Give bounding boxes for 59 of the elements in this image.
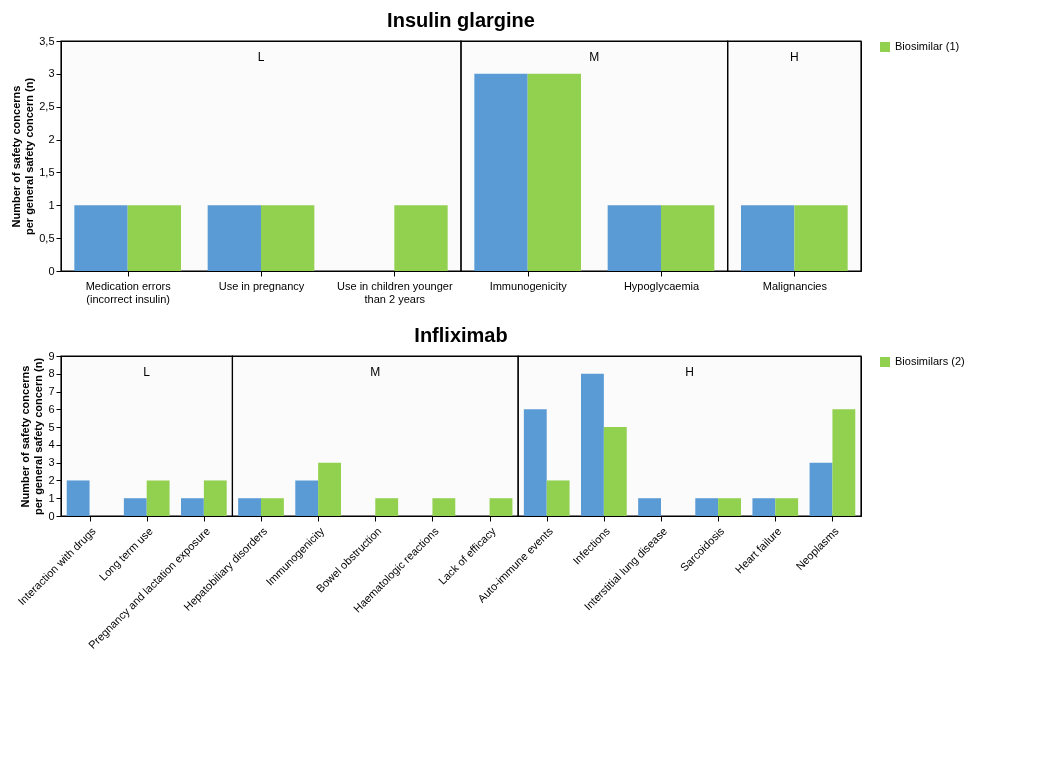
bar: [832, 409, 856, 516]
y-tick-label: 8: [48, 367, 55, 380]
y-tick-label: 0,5: [39, 231, 55, 244]
y-tick-label: 1: [48, 198, 55, 211]
y-tick-label: 2,5: [39, 100, 55, 113]
y-tick-label: 4: [48, 438, 55, 451]
bar: [603, 427, 627, 516]
bar: [66, 480, 90, 516]
bar: [318, 462, 341, 516]
y-tick-label: 7: [48, 385, 55, 398]
band-label: L: [257, 50, 265, 64]
y-tick-label: 9: [48, 349, 55, 362]
bar: [123, 498, 147, 516]
y-tick-label: 3: [48, 67, 55, 80]
x-tick-label: Use in pregnancy: [218, 279, 305, 292]
bar: [295, 480, 319, 516]
y-axis-title: Number of safety concerns per general safety concern (n): [10, 77, 36, 236]
y-tick-label: 3: [48, 456, 55, 469]
chart-title: Insulin glargine: [387, 9, 535, 31]
y-tick-label: 5: [48, 420, 55, 433]
bar: [695, 498, 719, 516]
x-tick-label: Use in children younger than 2 years: [337, 279, 453, 305]
x-tick-label: Medication errors (incorrect insulin): [85, 279, 172, 305]
bar: [523, 409, 547, 516]
bar: [261, 498, 284, 516]
bar: [432, 498, 456, 516]
band-label: L: [143, 365, 151, 379]
y-tick-label: 2: [48, 473, 55, 486]
y-tick-label: 0: [48, 264, 55, 277]
bar: [181, 498, 204, 516]
band-label: M: [370, 365, 381, 379]
band-label: M: [589, 50, 600, 64]
band-label: H: [790, 50, 799, 64]
chart-title: Infliximab: [414, 324, 508, 346]
x-tick-label: Hypoglycaemia: [623, 279, 700, 292]
bar: [775, 498, 799, 516]
legend-label: Biosimilar (1): [895, 40, 960, 52]
bar: [752, 498, 776, 516]
bar: [809, 462, 833, 516]
bar: [203, 480, 227, 516]
bar: [146, 480, 170, 516]
bar: [638, 498, 661, 516]
y-tick-label: 3,5: [39, 34, 55, 47]
x-tick-label: Immunogenicity: [489, 279, 568, 292]
bar: [238, 498, 261, 516]
bar: [375, 498, 399, 516]
bar: [718, 498, 741, 516]
y-tick-label: 6: [48, 402, 55, 415]
band-label: H: [685, 365, 694, 379]
y-tick-label: 1,5: [39, 165, 55, 178]
bar: [581, 373, 604, 516]
y-tick-label: 1: [48, 491, 55, 504]
x-tick-label: Malignancies: [762, 279, 828, 292]
bar: [489, 498, 513, 516]
y-axis-title: Number of safety concerns per general safety concern (n): [19, 357, 45, 516]
y-tick-label: 0: [48, 509, 55, 522]
bar: [546, 480, 570, 516]
y-tick-label: 2: [48, 133, 55, 146]
legend-label: Biosimilars (2): [895, 355, 965, 367]
